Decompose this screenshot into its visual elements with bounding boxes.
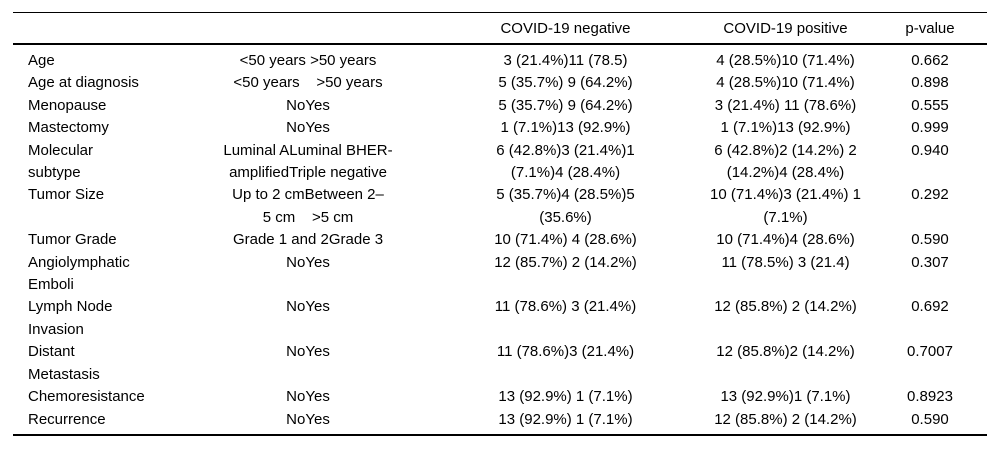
cell-covid-positive: 10 (71.4%)3 (21.4%) 1 (7.1%)	[710, 186, 861, 226]
cell-pvalue: 0.662	[911, 52, 949, 69]
table-row-tumor-grade: Tumor Grade Grade 1 and 2Grade 3 10 (71.…	[13, 229, 987, 251]
cell-pvalue: 0.555	[911, 96, 949, 114]
row-label: Age	[28, 52, 55, 69]
cell-covid-negative: 12 (85.7%) 2 (14.2%)	[494, 253, 637, 271]
cell-covid-negative: 5 (35.7%)4 (28.5%)5 (35.6%)	[496, 186, 635, 226]
cell-pvalue: 0.7007	[907, 343, 953, 361]
row-label: Menopause	[28, 96, 107, 114]
cell-categories: NoYes	[286, 96, 330, 114]
cell-covid-positive: 11 (78.5%) 3 (21.4)	[721, 253, 850, 271]
table-row-angiolymphatic-emboli: Angiolymphatic Emboli NoYes 12 (85.7%) 2…	[13, 252, 987, 297]
table-row-distant-metastasis: Distant Metastasis NoYes 11 (78.6%)3 (21…	[13, 341, 987, 386]
cell-covid-negative: 6 (42.8%)3 (21.4%)1 (7.1%)4 (28.4%)	[496, 141, 635, 182]
cell-covid-negative: 1 (7.1%)13 (92.9%)	[500, 119, 631, 137]
row-label: Molecular subtype	[28, 141, 94, 182]
cell-pvalue: 0.8923	[907, 388, 953, 406]
row-label: Age at diagnosis	[28, 74, 139, 92]
header-categories	[183, 12, 433, 45]
cell-categories: <50 years >50 years	[239, 52, 377, 69]
cell-covid-negative: 11 (78.6%) 3 (21.4%)	[494, 298, 637, 316]
cell-categories: Up to 2 cmBetween 2– 5 cm >5 cm	[232, 186, 384, 226]
cell-pvalue: 0.940	[911, 141, 949, 159]
table-row-tumor-size: Tumor Size Up to 2 cmBetween 2– 5 cm >5 …	[13, 184, 987, 229]
table-row-molecular-subtype: Molecular subtype Luminal ALuminal BHER-…	[13, 140, 987, 185]
cell-covid-negative: 11 (78.6%)3 (21.4%)	[496, 343, 635, 361]
row-label: Distant Metastasis	[28, 343, 100, 383]
row-label: Angiolymphatic Emboli	[28, 253, 130, 294]
cell-covid-negative: 13 (92.9%) 1 (7.1%)	[498, 388, 633, 406]
cell-covid-positive: 13 (92.9%)1 (7.1%)	[720, 388, 851, 406]
cell-pvalue: 0.307	[911, 253, 949, 271]
cell-categories: NoYes	[286, 388, 330, 406]
row-label: Recurrence	[28, 410, 106, 428]
row-label: Chemoresistance	[28, 388, 145, 406]
row-label: Tumor Grade	[28, 231, 117, 249]
table-row-mastectomy: Mastectomy NoYes 1 (7.1%)13 (92.9%) 1 (7…	[13, 117, 987, 139]
cell-pvalue: 0.898	[911, 74, 949, 92]
cell-covid-positive: 12 (85.8%)2 (14.2%)	[716, 343, 855, 361]
cell-categories: NoYes	[286, 253, 330, 271]
cell-covid-negative: 13 (92.9%) 1 (7.1%)	[498, 410, 633, 428]
row-label: Tumor Size	[28, 186, 105, 204]
cell-covid-positive: 6 (42.8%)2 (14.2%) 2 (14.2%)4 (28.4%)	[714, 141, 857, 182]
cell-pvalue: 0.692	[911, 298, 949, 316]
cell-categories: NoYes	[286, 410, 330, 428]
cell-categories: <50 years >50 years	[233, 74, 383, 92]
cell-categories: NoYes	[286, 343, 330, 361]
cell-covid-positive: 1 (7.1%)13 (92.9%)	[720, 119, 851, 137]
cell-covid-negative: 3 (21.4%)11 (78.5)	[503, 52, 628, 69]
cell-covid-negative: 10 (71.4%) 4 (28.6%)	[494, 231, 637, 249]
row-label: Mastectomy	[28, 119, 109, 137]
cell-categories: Grade 1 and 2Grade 3	[232, 231, 384, 249]
table-row-age: Age <50 years >50 years 3 (21.4%)11 (78.…	[13, 44, 987, 72]
header-variable	[13, 12, 183, 45]
row-label: Lymph Node Invasion	[28, 298, 113, 338]
header-row: COVID-19 negative COVID-19 positive p-va…	[13, 12, 987, 45]
table-row-recurrence: Recurrence NoYes 13 (92.9%) 1 (7.1%) 12 …	[13, 409, 987, 435]
cell-covid-positive: 4 (28.5%)10 (71.4%)	[716, 52, 855, 69]
cell-covid-positive: 10 (71.4%)4 (28.6%)	[716, 231, 855, 249]
cell-pvalue: 0.590	[911, 410, 949, 428]
cell-categories: NoYes	[286, 298, 330, 316]
cell-pvalue: 0.590	[911, 231, 949, 249]
cell-covid-positive: 12 (85.8%) 2 (14.2%)	[714, 298, 857, 316]
paper-page: COVID-19 negative COVID-19 positive p-va…	[13, 12, 987, 436]
cell-categories: Luminal ALuminal BHER- amplifiedTriple n…	[223, 141, 393, 182]
header-covid-positive: COVID-19 positive	[698, 12, 873, 45]
table-row-menopause: Menopause NoYes 5 (35.7%) 9 (64.2%) 3 (2…	[13, 95, 987, 117]
cell-categories: NoYes	[286, 119, 330, 137]
cell-pvalue: 0.292	[911, 186, 949, 204]
cell-covid-positive: 12 (85.8%) 2 (14.2%)	[714, 410, 857, 428]
table-row-chemoresistance: Chemoresistance NoYes 13 (92.9%) 1 (7.1%…	[13, 386, 987, 408]
cell-pvalue: 0.999	[911, 119, 949, 137]
table-row-age-at-diagnosis: Age at diagnosis <50 years >50 years 5 (…	[13, 72, 987, 94]
cell-covid-positive: 4 (28.5%)10 (71.4%)	[716, 74, 855, 92]
header-pvalue: p-value	[873, 12, 987, 45]
table-row-lymph-node-invasion: Lymph Node Invasion NoYes 11 (78.6%) 3 (…	[13, 296, 987, 341]
cell-covid-positive: 3 (21.4%) 11 (78.6%)	[714, 96, 857, 114]
cell-covid-negative: 5 (35.7%) 9 (64.2%)	[498, 74, 633, 92]
cell-covid-negative: 5 (35.7%) 9 (64.2%)	[498, 96, 633, 114]
header-covid-negative: COVID-19 negative	[433, 12, 698, 45]
clinical-characteristics-table: COVID-19 negative COVID-19 positive p-va…	[13, 12, 987, 436]
